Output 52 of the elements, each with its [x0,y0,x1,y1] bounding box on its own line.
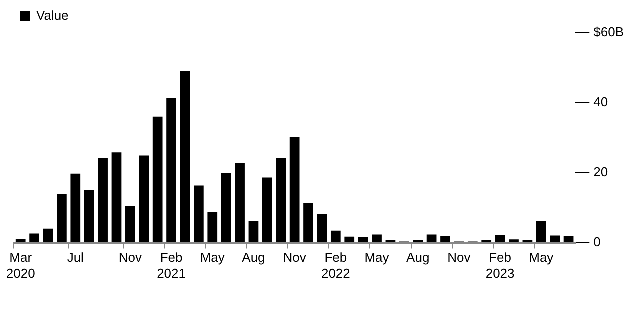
bar [57,194,67,242]
bar [139,156,150,242]
bar [166,98,176,242]
bar [358,237,368,242]
bar [248,221,259,242]
bar [84,190,94,242]
x-tick-label: May [200,250,226,266]
bar [440,236,450,242]
bar [70,174,81,242]
x-tick-label: May [364,250,390,266]
x-tick-label: Feb 2021 [157,250,186,281]
bar [426,234,437,242]
y-tick-label: $60B [594,24,624,40]
bar [550,236,560,242]
legend-label: Value [36,8,69,24]
x-tick-label: Jul [67,250,84,266]
bar [564,236,574,242]
bar [16,238,26,242]
bar [98,158,108,242]
bar [330,230,341,242]
bar [495,235,506,242]
bar [43,228,54,242]
y-tick-label: 20 [594,164,608,180]
bar [235,163,245,242]
bar [30,234,40,242]
bar [262,178,272,242]
bar [180,71,190,242]
x-tick-label: Nov [283,250,307,266]
y-tick-label: 0 [594,234,601,250]
bar [221,173,232,242]
bar [372,234,382,242]
x-tick-label: Nov [118,250,142,266]
bar [112,152,122,242]
x-tick-label: Aug [406,250,430,266]
bar [126,206,136,242]
x-tick-label: May [529,250,554,266]
bar [509,240,519,242]
y-tick-label: 40 [594,94,608,110]
x-tick-label: Feb 2023 [486,250,515,281]
x-tick-label: Nov [448,250,472,266]
bar [208,212,218,242]
bar [317,214,328,242]
x-tick-label: Feb 2022 [321,250,350,281]
bar [344,236,355,242]
bar [304,203,314,242]
x-tick-label: Aug [242,250,266,266]
bar [290,138,300,242]
bar [276,158,286,242]
bar [536,221,546,242]
bar [152,116,163,242]
bar [194,186,204,242]
x-tick-label: Mar 2020 [6,250,36,281]
